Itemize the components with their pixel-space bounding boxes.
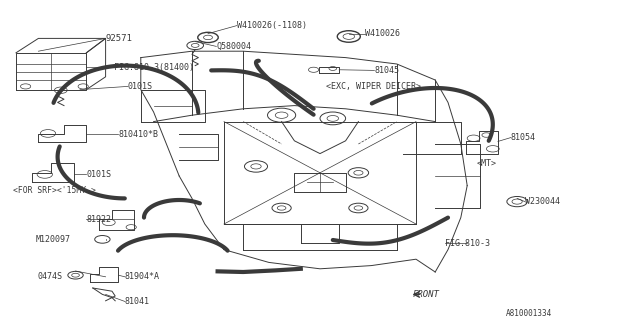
Text: 0101S: 0101S: [128, 82, 153, 91]
Text: <MT>: <MT>: [477, 159, 497, 168]
Text: 81041: 81041: [125, 297, 150, 306]
Text: W410026: W410026: [365, 29, 400, 38]
Text: 81054: 81054: [511, 133, 536, 142]
Text: 92571: 92571: [106, 34, 132, 43]
Text: A810001334: A810001334: [506, 309, 552, 318]
Text: 81922: 81922: [86, 215, 111, 224]
Text: 0101S: 0101S: [86, 170, 111, 179]
Text: M120097: M120097: [35, 236, 70, 244]
Text: 81904*A: 81904*A: [125, 272, 160, 281]
Text: W230044: W230044: [525, 197, 560, 206]
Text: FIG.810-3(81400): FIG.810-3(81400): [114, 63, 194, 72]
Text: W410026(-1108): W410026(-1108): [237, 21, 307, 30]
Text: 810410*B: 810410*B: [118, 130, 159, 139]
Text: 81045: 81045: [374, 66, 399, 75]
Text: 0474S: 0474S: [37, 272, 62, 281]
Text: <EXC, WIPER DEICER>: <EXC, WIPER DEICER>: [326, 82, 421, 91]
Text: <FOR SRF><'15MY->: <FOR SRF><'15MY->: [13, 186, 95, 195]
Text: Q580004: Q580004: [216, 42, 252, 51]
Text: FRONT: FRONT: [413, 290, 440, 299]
Text: FIG.810-3: FIG.810-3: [445, 239, 490, 248]
